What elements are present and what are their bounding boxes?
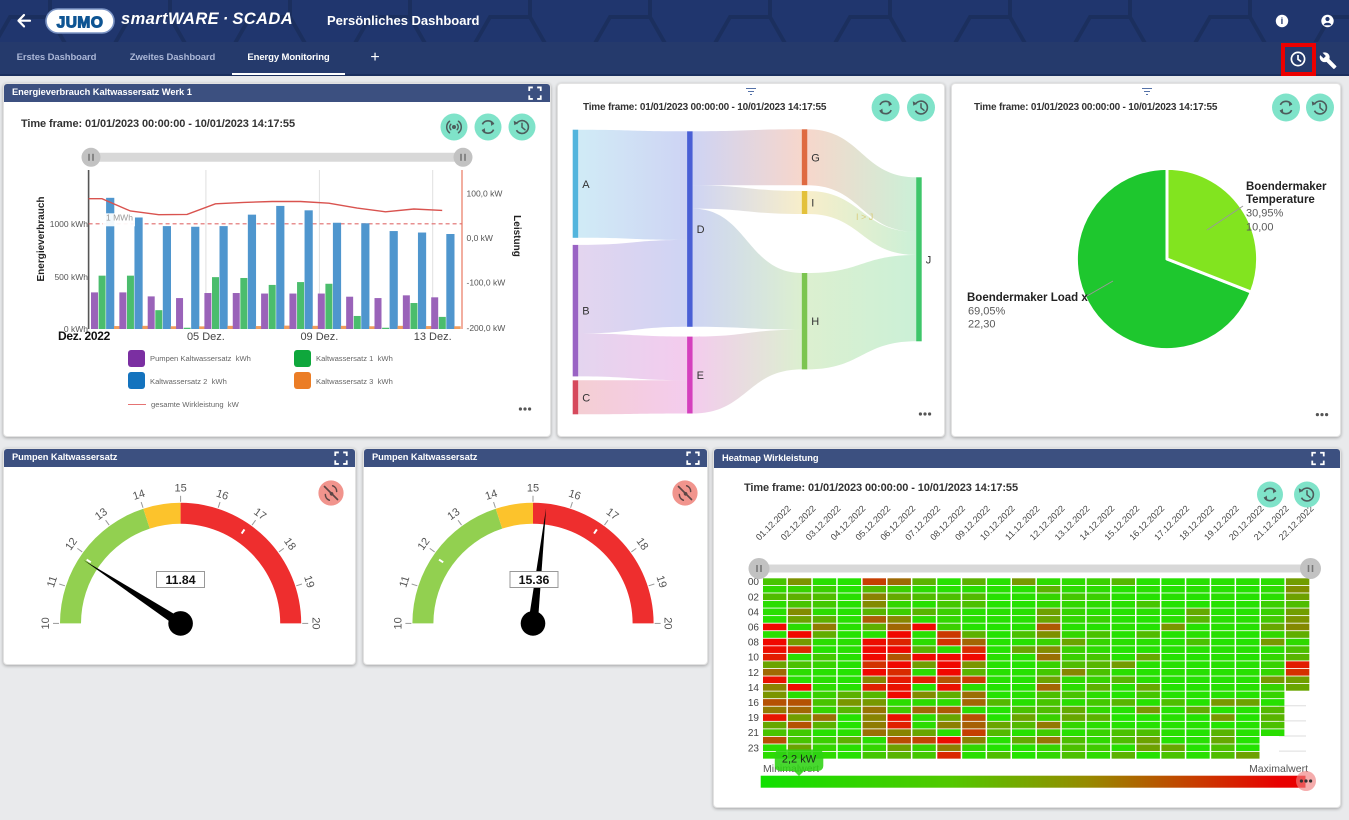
svg-text:00: 00 bbox=[748, 577, 760, 588]
svg-text:20: 20 bbox=[309, 617, 321, 629]
svg-text:C: C bbox=[582, 392, 590, 404]
svg-text:Boendermaker: Boendermaker bbox=[1246, 181, 1327, 193]
svg-text:20: 20 bbox=[662, 617, 674, 629]
svg-text:10: 10 bbox=[748, 653, 760, 664]
svg-text:13: 13 bbox=[93, 506, 110, 523]
svg-text:-100,0 kW: -100,0 kW bbox=[467, 278, 506, 288]
svg-text:0 kWh: 0 kWh bbox=[64, 324, 88, 334]
svg-text:11: 11 bbox=[45, 574, 60, 589]
svg-text:14: 14 bbox=[131, 488, 146, 503]
svg-text:21: 21 bbox=[748, 728, 760, 739]
svg-text:10: 10 bbox=[40, 617, 52, 629]
svg-text:10,00: 10,00 bbox=[1246, 222, 1274, 234]
svg-text:15: 15 bbox=[527, 483, 539, 495]
svg-text:A: A bbox=[582, 179, 590, 191]
svg-text:500 kWh: 500 kWh bbox=[54, 272, 88, 282]
svg-text:100,0 kW: 100,0 kW bbox=[467, 189, 503, 199]
svg-text:22,30: 22,30 bbox=[968, 319, 996, 331]
svg-text:13: 13 bbox=[445, 506, 462, 523]
svg-text:12: 12 bbox=[416, 536, 433, 553]
svg-text:04: 04 bbox=[748, 607, 760, 618]
svg-text:02: 02 bbox=[748, 592, 760, 603]
svg-text:06: 06 bbox=[748, 622, 760, 633]
svg-text:I: I bbox=[811, 198, 814, 210]
svg-text:Temperature: Temperature bbox=[1246, 194, 1315, 206]
svg-text:09 Dez.: 09 Dez. bbox=[300, 331, 338, 343]
svg-text:15: 15 bbox=[174, 483, 186, 495]
svg-text:Leistung: Leistung bbox=[511, 215, 522, 257]
svg-text:Energieverbrauch: Energieverbrauch bbox=[36, 196, 47, 281]
svg-text:10: 10 bbox=[392, 617, 404, 629]
svg-text:2,2 kW: 2,2 kW bbox=[782, 754, 817, 766]
svg-text:Maximalwert: Maximalwert bbox=[1249, 763, 1308, 775]
svg-text:B: B bbox=[582, 306, 589, 318]
svg-text:12: 12 bbox=[748, 668, 760, 679]
svg-text:E: E bbox=[697, 370, 704, 382]
svg-text:23: 23 bbox=[748, 743, 760, 754]
svg-text:05 Dez.: 05 Dez. bbox=[187, 331, 225, 343]
svg-text:30,95%: 30,95% bbox=[1246, 208, 1284, 220]
svg-text:1 MWh: 1 MWh bbox=[106, 212, 133, 222]
svg-text:18: 18 bbox=[634, 536, 651, 553]
svg-text:H: H bbox=[811, 316, 819, 328]
svg-text:16: 16 bbox=[748, 698, 760, 709]
svg-text:13 Dez.: 13 Dez. bbox=[414, 331, 452, 343]
svg-text:14: 14 bbox=[484, 488, 499, 503]
svg-text:19: 19 bbox=[301, 574, 316, 589]
svg-text:16: 16 bbox=[567, 488, 582, 503]
svg-text:15.36: 15.36 bbox=[519, 573, 550, 587]
svg-text:Boendermaker Load x: Boendermaker Load x bbox=[967, 292, 1088, 304]
svg-text:11: 11 bbox=[397, 574, 412, 589]
svg-text:17: 17 bbox=[604, 506, 621, 523]
svg-text:08: 08 bbox=[748, 638, 760, 649]
svg-text:12: 12 bbox=[63, 536, 80, 553]
svg-text:69,05%: 69,05% bbox=[968, 306, 1006, 318]
svg-text:16: 16 bbox=[215, 488, 230, 503]
svg-text:I > J: I > J bbox=[856, 212, 873, 222]
svg-text:19: 19 bbox=[748, 713, 760, 724]
svg-text:18: 18 bbox=[281, 536, 298, 553]
svg-text:11.84: 11.84 bbox=[165, 573, 195, 587]
svg-text:19: 19 bbox=[654, 574, 669, 589]
svg-text:Dez. 2022: Dez. 2022 bbox=[58, 329, 111, 343]
svg-text:0,0 kW: 0,0 kW bbox=[467, 233, 493, 243]
svg-text:G: G bbox=[811, 152, 820, 164]
svg-text:J: J bbox=[926, 254, 932, 266]
svg-text:JUMO: JUMO bbox=[57, 15, 104, 32]
svg-text:D: D bbox=[697, 224, 705, 236]
svg-text:17: 17 bbox=[251, 506, 268, 523]
svg-text:1000 kWh: 1000 kWh bbox=[50, 219, 89, 229]
svg-text:14: 14 bbox=[748, 683, 760, 694]
svg-text:-200,0 kW: -200,0 kW bbox=[467, 323, 506, 333]
svg-text:i: i bbox=[1281, 16, 1284, 27]
